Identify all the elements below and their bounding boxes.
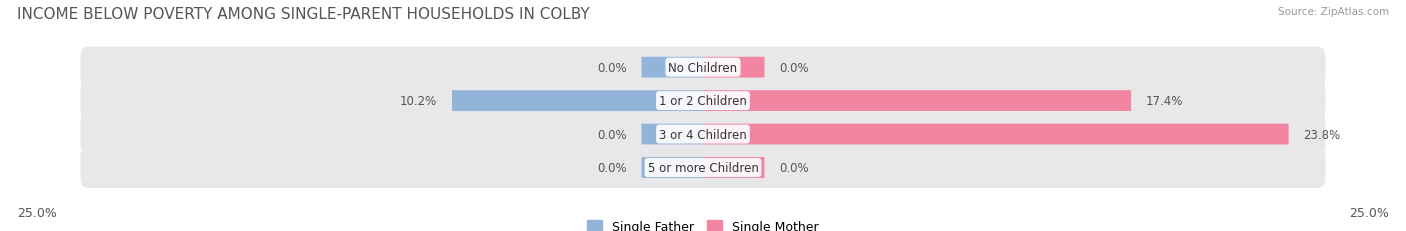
FancyBboxPatch shape bbox=[703, 124, 1289, 145]
FancyBboxPatch shape bbox=[453, 91, 703, 112]
Text: 0.0%: 0.0% bbox=[779, 61, 808, 74]
Legend: Single Father, Single Mother: Single Father, Single Mother bbox=[582, 215, 824, 231]
FancyBboxPatch shape bbox=[703, 91, 1130, 112]
Text: 17.4%: 17.4% bbox=[1146, 95, 1184, 108]
FancyBboxPatch shape bbox=[703, 58, 765, 78]
Text: Source: ZipAtlas.com: Source: ZipAtlas.com bbox=[1278, 7, 1389, 17]
FancyBboxPatch shape bbox=[703, 158, 765, 178]
FancyBboxPatch shape bbox=[641, 58, 703, 78]
Text: 0.0%: 0.0% bbox=[598, 161, 627, 174]
FancyBboxPatch shape bbox=[80, 48, 1326, 88]
FancyBboxPatch shape bbox=[80, 147, 1326, 188]
Text: 0.0%: 0.0% bbox=[598, 128, 627, 141]
FancyBboxPatch shape bbox=[641, 158, 703, 178]
Text: 25.0%: 25.0% bbox=[1350, 206, 1389, 219]
Text: 23.8%: 23.8% bbox=[1303, 128, 1340, 141]
Text: 1 or 2 Children: 1 or 2 Children bbox=[659, 95, 747, 108]
Text: INCOME BELOW POVERTY AMONG SINGLE-PARENT HOUSEHOLDS IN COLBY: INCOME BELOW POVERTY AMONG SINGLE-PARENT… bbox=[17, 7, 589, 22]
FancyBboxPatch shape bbox=[80, 114, 1326, 155]
Text: No Children: No Children bbox=[668, 61, 738, 74]
Text: 0.0%: 0.0% bbox=[779, 161, 808, 174]
Text: 25.0%: 25.0% bbox=[17, 206, 56, 219]
Text: 0.0%: 0.0% bbox=[598, 61, 627, 74]
Text: 3 or 4 Children: 3 or 4 Children bbox=[659, 128, 747, 141]
FancyBboxPatch shape bbox=[641, 124, 703, 145]
Text: 10.2%: 10.2% bbox=[401, 95, 437, 108]
FancyBboxPatch shape bbox=[80, 81, 1326, 122]
Text: 5 or more Children: 5 or more Children bbox=[648, 161, 758, 174]
